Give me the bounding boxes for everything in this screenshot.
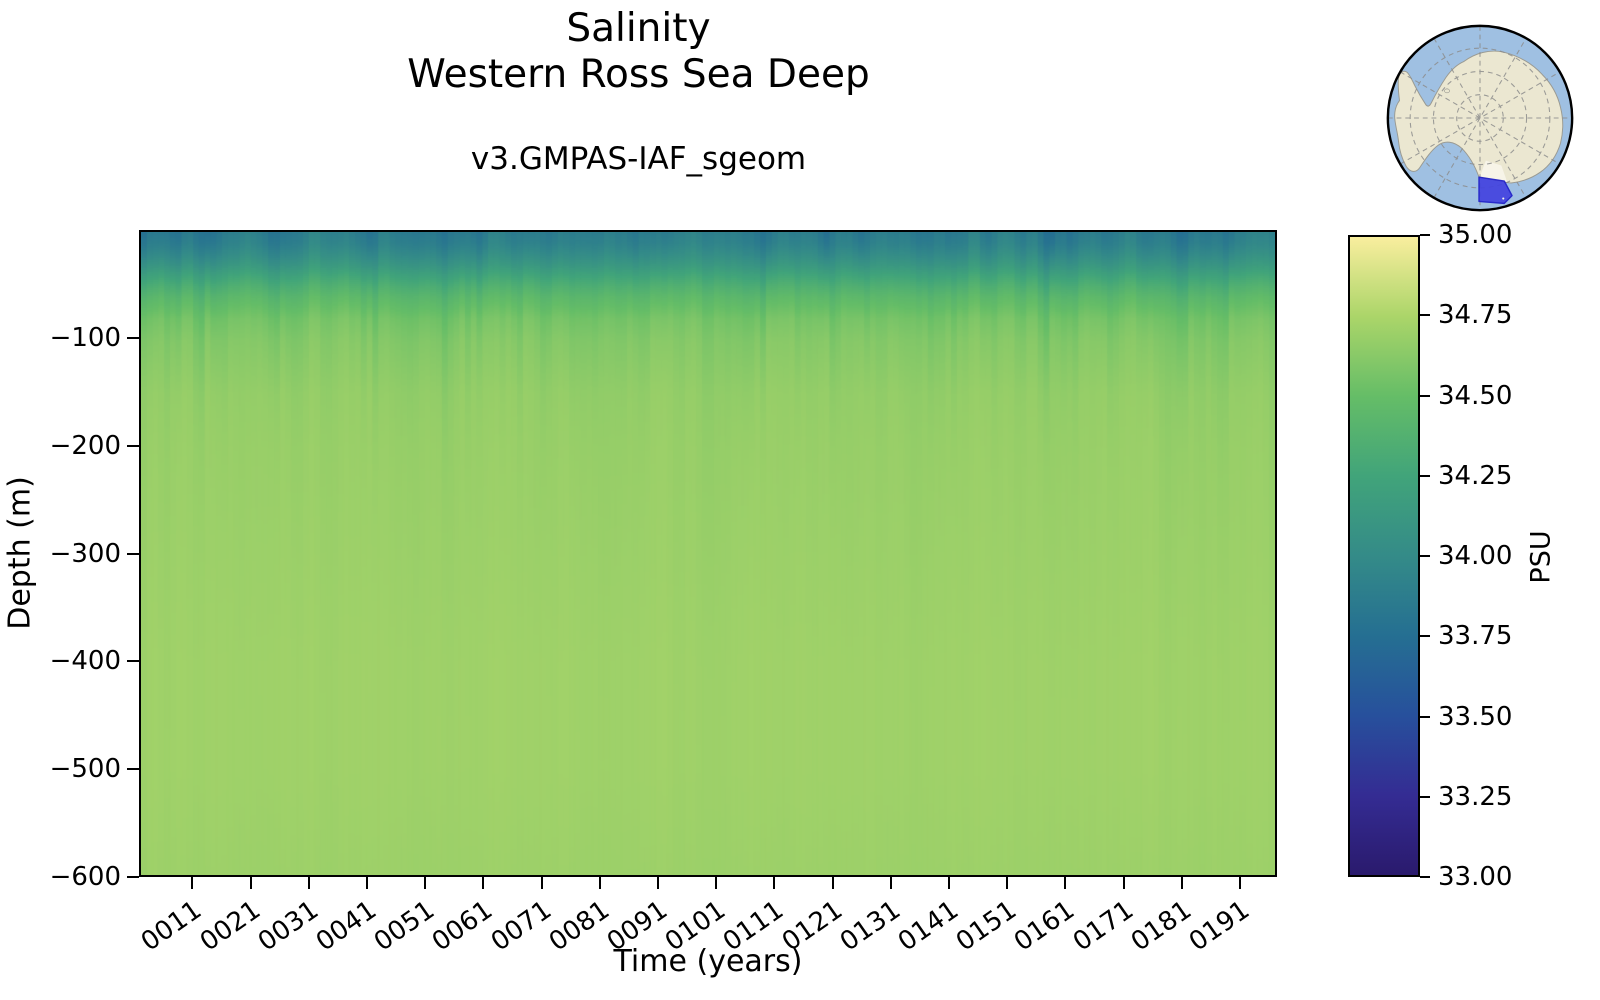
x-tick (307, 877, 310, 889)
x-tick (598, 877, 601, 889)
colorbar-tick (1420, 715, 1430, 718)
x-tick (1006, 877, 1009, 889)
x-tick (1122, 877, 1125, 889)
x-tick (540, 877, 543, 889)
figure-title: Salinity Western Ross Sea Deep (0, 6, 1277, 98)
x-tick (1238, 877, 1241, 889)
x-tick (773, 877, 776, 889)
subtitle: v3.GMPAS-IAF_sgeom (470, 141, 807, 177)
colorbar-tick (1420, 394, 1430, 397)
y-tick-label: −600 (49, 862, 121, 892)
y-tick (127, 768, 139, 771)
colorbar-tick-label: 34.50 (1438, 380, 1513, 411)
colorbar-tick-label: 33.25 (1438, 781, 1513, 812)
x-tick (482, 877, 485, 889)
map-island (1444, 88, 1450, 94)
x-tick (191, 877, 194, 889)
y-tick (127, 876, 139, 878)
x-tick (889, 877, 892, 889)
x-tick (424, 877, 427, 889)
heatmap-plot-area (139, 230, 1277, 877)
colorbar-tick-label: 34.00 (1438, 541, 1513, 571)
y-tick-label: −200 (49, 430, 121, 461)
map-highlight-region-western-ross-sea (1478, 176, 1513, 205)
x-tick (831, 877, 834, 889)
x-tick (365, 877, 368, 889)
colorbar-tick-label: 33.00 (1438, 862, 1513, 892)
colorbar-tick-label: 33.50 (1438, 701, 1513, 732)
y-tick (127, 336, 139, 339)
x-tick (656, 877, 659, 889)
x-axis-label: Time (years) (613, 944, 803, 979)
x-tick (715, 877, 718, 889)
colorbar-tick (1420, 555, 1430, 557)
y-tick-label: −300 (49, 538, 121, 569)
map-border (1386, 24, 1574, 212)
x-tick (947, 877, 950, 889)
colorbar-tick (1420, 234, 1430, 236)
colorbar-tick (1420, 795, 1430, 798)
y-tick-label: −500 (49, 754, 121, 785)
x-tick (249, 877, 252, 889)
y-tick (127, 552, 139, 555)
colorbar-label: PSU (1525, 530, 1557, 584)
colorbar-tick (1420, 314, 1430, 317)
y-axis-label: Depth (m) (2, 476, 38, 630)
title-line-2: Western Ross Sea Deep (407, 52, 870, 97)
colorbar-tick (1420, 635, 1430, 638)
map-island (1502, 197, 1505, 200)
y-tick-label: −100 (49, 322, 121, 353)
title-line-1: Salinity (566, 6, 711, 51)
y-tick (127, 660, 139, 663)
colorbar-tick-label: 33.75 (1438, 621, 1513, 652)
x-tick (1064, 877, 1067, 889)
y-tick (127, 444, 139, 447)
colorbar-tick (1420, 474, 1430, 477)
colorbar-tick-label: 34.75 (1438, 300, 1513, 331)
x-tick (1180, 877, 1183, 889)
antarctica-inset-map (1386, 24, 1574, 212)
y-tick-label: −400 (49, 646, 121, 677)
colorbar-tick (1420, 876, 1430, 878)
colorbar (1348, 235, 1420, 877)
map-ross-ice-shelf (1480, 160, 1508, 183)
colorbar-tick-label: 34.25 (1438, 460, 1513, 491)
colorbar-tick-label: 35.00 (1438, 220, 1513, 250)
map-graticule (1387, 25, 1573, 211)
heatmap-canvas (141, 232, 1275, 875)
